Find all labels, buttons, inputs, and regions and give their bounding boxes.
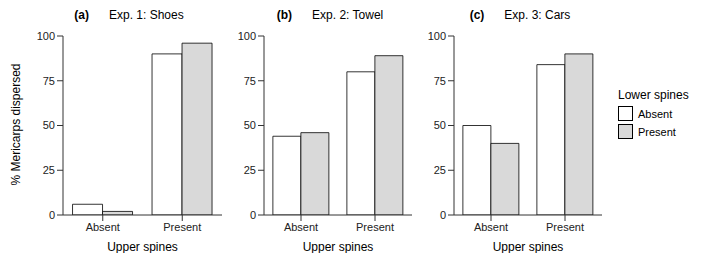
svg-text:50: 50 [434,119,446,131]
svg-text:0: 0 [250,209,256,221]
html-text:Lower spines: Lower spines [618,88,689,102]
svg-text:Present: Present [356,221,394,233]
svg-text:Present: Present [163,221,201,233]
svg-text:0: 0 [440,209,446,221]
html-text:(c): (c) [469,8,485,22]
svg-text:50: 50 [244,119,256,131]
html-text:Exp. 1: Shoes: Exp. 1: Shoes [109,8,184,22]
svg-text:0: 0 [49,209,55,221]
svg-text:75: 75 [434,75,446,87]
svg-text:100: 100 [428,30,446,42]
svg-text:Absent: Absent [474,221,508,233]
svg-text:% Mericarps dispersed: % Mericarps dispersed [9,63,23,185]
html-text:Exp. 3: Cars: Exp. 3: Cars [504,8,571,22]
svg-text:50: 50 [43,119,55,131]
svg-text:Absent: Absent [284,221,318,233]
html-text:Absent: Absent [638,107,673,120]
html-text:Present: Present [638,125,676,138]
svg-text:Absent: Absent [86,221,120,233]
svg-text:25: 25 [43,164,55,176]
svg-text:Upper spines: Upper spines [107,240,178,253]
svg-text:75: 75 [244,75,256,87]
svg-text:25: 25 [434,164,446,176]
svg-text:Present: Present [546,221,584,233]
svg-text:100: 100 [238,30,256,42]
svg-text:100: 100 [37,30,55,42]
html-text:Exp. 2: Towel: Exp. 2: Towel [312,8,384,22]
svg-text:25: 25 [244,164,256,176]
html-text:(a): (a) [74,8,89,22]
html-text:(b): (b) [276,8,293,22]
svg-text:Upper spines: Upper spines [493,240,564,253]
svg-text:Upper spines: Upper spines [303,240,374,253]
svg-text:75: 75 [43,75,55,87]
